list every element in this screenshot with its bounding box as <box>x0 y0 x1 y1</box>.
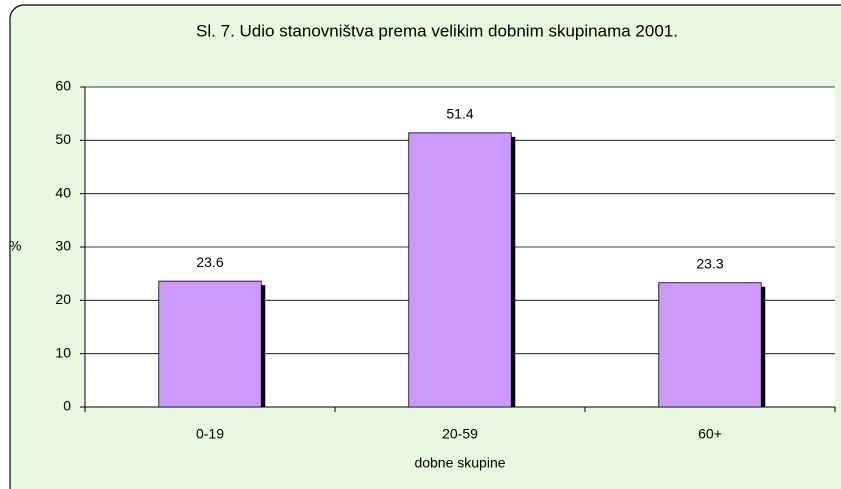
x-tick-label: 60+ <box>698 426 722 442</box>
y-tick-label: 60 <box>55 78 71 94</box>
x-axis-label: dobne skupine <box>414 455 505 471</box>
data-label: 23.6 <box>196 254 223 270</box>
y-tick-label: 0 <box>63 398 71 414</box>
bar <box>408 132 512 408</box>
y-axis-label: % <box>9 238 21 254</box>
x-tick-label: 0-19 <box>196 426 224 442</box>
data-label: 23.3 <box>696 255 723 271</box>
y-tick-label: 10 <box>55 344 71 360</box>
data-label: 51.4 <box>446 106 473 122</box>
x-tick-label: 20-59 <box>442 426 478 442</box>
y-tick-label: 30 <box>55 238 71 254</box>
bar <box>158 280 262 408</box>
y-tick-label: 40 <box>55 184 71 200</box>
chart-title: Sl. 7. Udio stanovništva prema velikim d… <box>196 21 678 40</box>
bar <box>658 282 762 408</box>
y-tick-label: 50 <box>55 131 71 147</box>
y-tick-label: 20 <box>55 291 71 307</box>
